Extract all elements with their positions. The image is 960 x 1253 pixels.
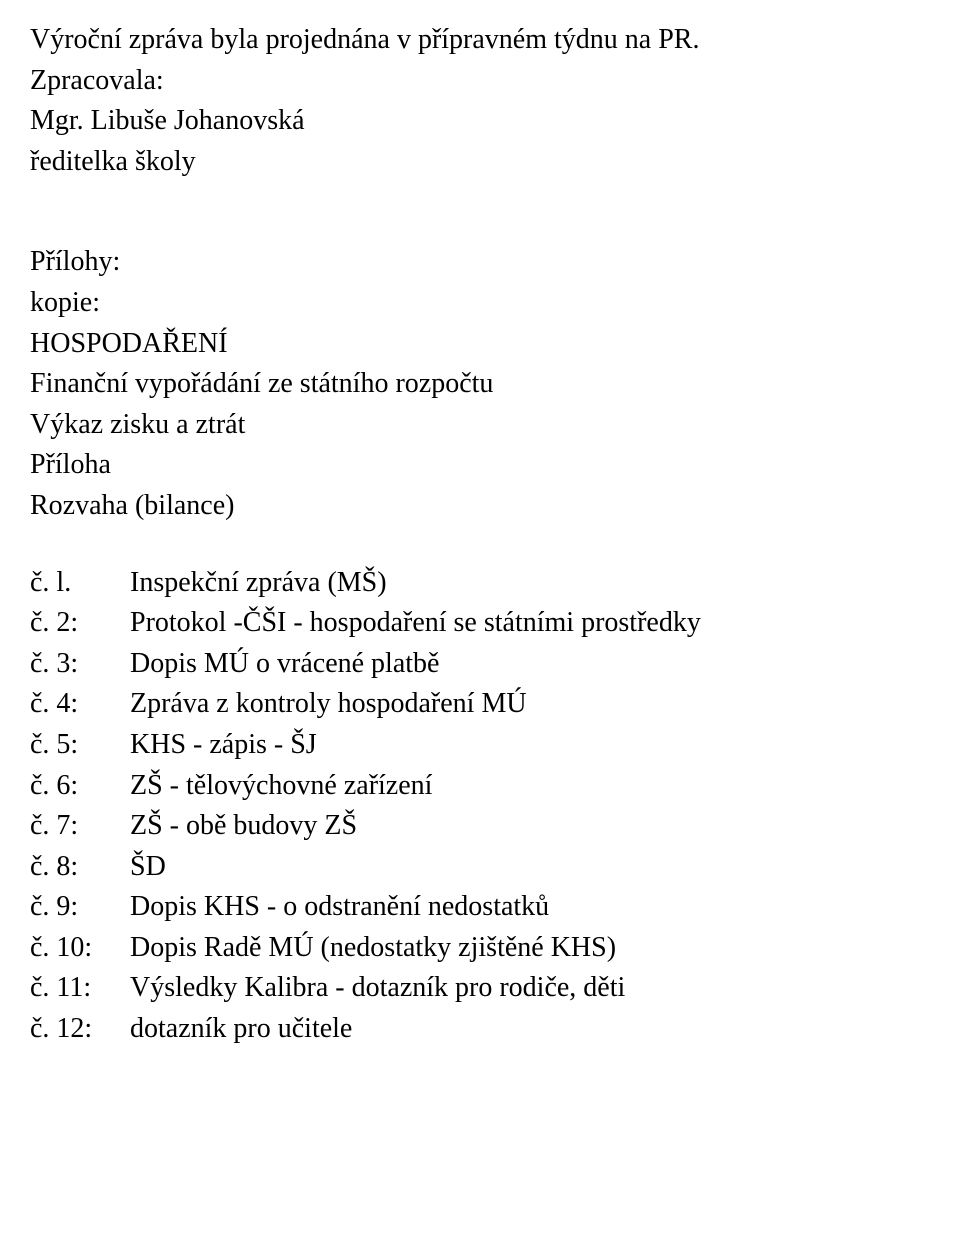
header-section: Výroční zpráva byla projednána v příprav… bbox=[30, 20, 930, 182]
list-item: č. 7: ZŠ - obě budovy ZŠ bbox=[30, 806, 930, 847]
item-number: č. 9: bbox=[30, 887, 130, 928]
item-number: č. 7: bbox=[30, 806, 130, 847]
list-item: č. l. Inspekční zpráva (MŠ) bbox=[30, 563, 930, 604]
numbered-list: č. l. Inspekční zpráva (MŠ) č. 2: Protok… bbox=[30, 563, 930, 1050]
attachments-section: Přílohy: kopie: HOSPODAŘENÍ Finanční vyp… bbox=[30, 242, 930, 526]
item-text: KHS - zápis - ŠJ bbox=[130, 725, 930, 766]
item-text: Inspekční zpráva (MŠ) bbox=[130, 563, 930, 604]
item-text: ŠD bbox=[130, 847, 930, 888]
intro-line: Výroční zpráva byla projednána v příprav… bbox=[30, 20, 930, 61]
item-number: č. l. bbox=[30, 563, 130, 604]
section-heading-hospodareni: HOSPODAŘENÍ bbox=[30, 324, 930, 365]
attachment-line-4: Rozvaha (bilance) bbox=[30, 486, 930, 527]
item-text: Dopis Radě MÚ (nedostatky zjištěné KHS) bbox=[130, 928, 930, 969]
list-item: č. 2: Protokol -ČŠI - hospodaření se stá… bbox=[30, 603, 930, 644]
list-item: č. 10: Dopis Radě MÚ (nedostatky zjištěn… bbox=[30, 928, 930, 969]
item-text: dotazník pro učitele bbox=[130, 1009, 930, 1050]
item-number: č. 3: bbox=[30, 644, 130, 685]
item-text: Dopis MÚ o vrácené platbě bbox=[130, 644, 930, 685]
item-number: č. 5: bbox=[30, 725, 130, 766]
list-item: č. 6: ZŠ - tělovýchovné zařízení bbox=[30, 766, 930, 807]
attachment-line-3: Příloha bbox=[30, 445, 930, 486]
item-number: č. 6: bbox=[30, 766, 130, 807]
item-text: Dopis KHS - o odstranění nedostatků bbox=[130, 887, 930, 928]
processed-by-label: Zpracovala: bbox=[30, 61, 930, 102]
list-item: č. 3: Dopis MÚ o vrácené platbě bbox=[30, 644, 930, 685]
item-text: Protokol -ČŠI - hospodaření se státními … bbox=[130, 603, 930, 644]
attachment-line-2: Výkaz zisku a ztrát bbox=[30, 405, 930, 446]
attachment-line-1: Finanční vypořádání ze státního rozpočtu bbox=[30, 364, 930, 405]
item-text: ZŠ - tělovýchovné zařízení bbox=[130, 766, 930, 807]
attachments-title: Přílohy: bbox=[30, 242, 930, 283]
item-number: č. 2: bbox=[30, 603, 130, 644]
item-number: č. 4: bbox=[30, 684, 130, 725]
list-item: č. 8: ŠD bbox=[30, 847, 930, 888]
copies-label: kopie: bbox=[30, 283, 930, 324]
item-number: č. 12: bbox=[30, 1009, 130, 1050]
list-item: č. 11: Výsledky Kalibra - dotazník pro r… bbox=[30, 968, 930, 1009]
author-role: ředitelka školy bbox=[30, 142, 930, 183]
item-number: č. 8: bbox=[30, 847, 130, 888]
item-number: č. 10: bbox=[30, 928, 130, 969]
item-text: Zpráva z kontroly hospodaření MÚ bbox=[130, 684, 930, 725]
author-name: Mgr. Libuše Johanovská bbox=[30, 101, 930, 142]
item-text: Výsledky Kalibra - dotazník pro rodiče, … bbox=[130, 968, 930, 1009]
list-item: č. 4: Zpráva z kontroly hospodaření MÚ bbox=[30, 684, 930, 725]
list-item: č. 12: dotazník pro učitele bbox=[30, 1009, 930, 1050]
item-text: ZŠ - obě budovy ZŠ bbox=[130, 806, 930, 847]
item-number: č. 11: bbox=[30, 968, 130, 1009]
list-item: č. 9: Dopis KHS - o odstranění nedostatk… bbox=[30, 887, 930, 928]
list-item: č. 5: KHS - zápis - ŠJ bbox=[30, 725, 930, 766]
